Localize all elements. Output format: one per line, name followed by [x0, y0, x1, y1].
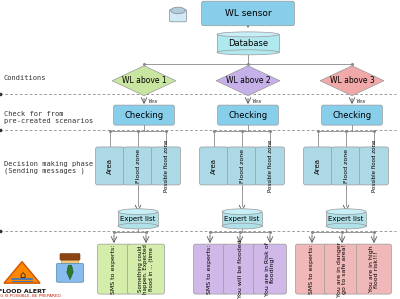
Ellipse shape — [217, 50, 279, 55]
Text: SMS to experts:: SMS to experts: — [208, 244, 212, 294]
Text: You are in Risk of flooding!: You are in Risk of flooding! — [265, 242, 275, 296]
FancyBboxPatch shape — [114, 105, 174, 125]
Text: Yes: Yes — [252, 99, 262, 104]
Text: Expert list: Expert list — [328, 216, 364, 222]
FancyBboxPatch shape — [360, 147, 388, 185]
Text: WL above 2: WL above 2 — [226, 76, 270, 85]
Ellipse shape — [217, 32, 279, 37]
Polygon shape — [4, 262, 40, 283]
Text: Check for from
pre-created scenarios: Check for from pre-created scenarios — [4, 111, 93, 124]
FancyBboxPatch shape — [60, 254, 80, 260]
Polygon shape — [320, 66, 384, 96]
FancyBboxPatch shape — [326, 212, 366, 226]
Text: You are in danger go to safe area!: You are in danger go to safe area! — [337, 242, 347, 297]
FancyBboxPatch shape — [98, 244, 130, 294]
Text: Flood zone: Flood zone — [240, 149, 244, 183]
FancyBboxPatch shape — [202, 1, 294, 26]
FancyBboxPatch shape — [218, 105, 278, 125]
Text: Flood zone: Flood zone — [136, 149, 140, 183]
Text: Possible flood zone: Possible flood zone — [372, 140, 376, 192]
Polygon shape — [67, 265, 73, 280]
Text: FLOOD ALERT: FLOOD ALERT — [0, 289, 46, 294]
Text: Expert list: Expert list — [120, 216, 156, 222]
Ellipse shape — [326, 209, 366, 215]
Text: Yes: Yes — [356, 99, 366, 104]
Ellipse shape — [222, 209, 262, 215]
Text: WL above 3: WL above 3 — [330, 76, 374, 85]
FancyBboxPatch shape — [332, 147, 360, 185]
FancyBboxPatch shape — [296, 244, 328, 294]
Text: Area: Area — [107, 158, 113, 174]
FancyBboxPatch shape — [256, 147, 284, 185]
FancyBboxPatch shape — [200, 147, 228, 185]
FancyBboxPatch shape — [325, 244, 359, 294]
Text: Flood zone: Flood zone — [344, 149, 348, 183]
FancyBboxPatch shape — [152, 147, 180, 185]
Text: WL sensor: WL sensor — [225, 9, 271, 18]
FancyBboxPatch shape — [170, 10, 186, 22]
Text: Database: Database — [228, 39, 268, 48]
Text: You will be flooded: You will be flooded — [238, 240, 242, 298]
FancyBboxPatch shape — [194, 244, 226, 294]
Text: Possible flood zone: Possible flood zone — [268, 140, 272, 192]
Text: Decision making phase
(Sending messages ): Decision making phase (Sending messages … — [4, 161, 93, 174]
FancyBboxPatch shape — [228, 147, 256, 185]
Text: Yes: Yes — [148, 99, 158, 104]
FancyBboxPatch shape — [217, 34, 279, 52]
Text: Checking: Checking — [124, 111, 164, 120]
Ellipse shape — [222, 223, 262, 229]
Text: SMS to experts:: SMS to experts: — [310, 244, 314, 294]
Text: ⌂: ⌂ — [19, 270, 25, 280]
Text: You are in high flood risk!!!: You are in high flood risk!!! — [369, 246, 379, 292]
Text: Expert list: Expert list — [224, 216, 260, 222]
FancyBboxPatch shape — [118, 212, 158, 226]
FancyBboxPatch shape — [56, 263, 84, 282]
FancyBboxPatch shape — [304, 147, 332, 185]
Text: Checking: Checking — [228, 111, 268, 120]
Text: Area: Area — [315, 158, 321, 174]
FancyBboxPatch shape — [357, 244, 392, 294]
Polygon shape — [112, 66, 176, 96]
Text: Checking: Checking — [332, 111, 372, 120]
FancyBboxPatch shape — [128, 244, 164, 294]
Text: Conditions: Conditions — [4, 75, 46, 81]
Text: Area: Area — [211, 158, 217, 174]
FancyBboxPatch shape — [96, 147, 124, 185]
Text: WL above 1: WL above 1 — [122, 76, 166, 85]
Ellipse shape — [171, 7, 185, 14]
FancyBboxPatch shape — [254, 244, 286, 294]
FancyBboxPatch shape — [224, 244, 256, 294]
Ellipse shape — [118, 223, 158, 229]
Circle shape — [61, 255, 79, 268]
Text: SMS to experts:: SMS to experts: — [112, 244, 116, 294]
Ellipse shape — [326, 223, 366, 229]
Polygon shape — [216, 66, 280, 96]
Ellipse shape — [118, 209, 158, 215]
Text: Possible flood zone: Possible flood zone — [164, 140, 168, 192]
FancyBboxPatch shape — [222, 212, 262, 226]
FancyBboxPatch shape — [322, 105, 382, 125]
Text: Something could happen. Expected flood in ... (time: Something could happen. Expected flood i… — [138, 244, 154, 294]
FancyBboxPatch shape — [124, 147, 152, 185]
Text: FLOODING IS POSSIBLE. BE PREPARED.: FLOODING IS POSSIBLE. BE PREPARED. — [0, 294, 62, 298]
